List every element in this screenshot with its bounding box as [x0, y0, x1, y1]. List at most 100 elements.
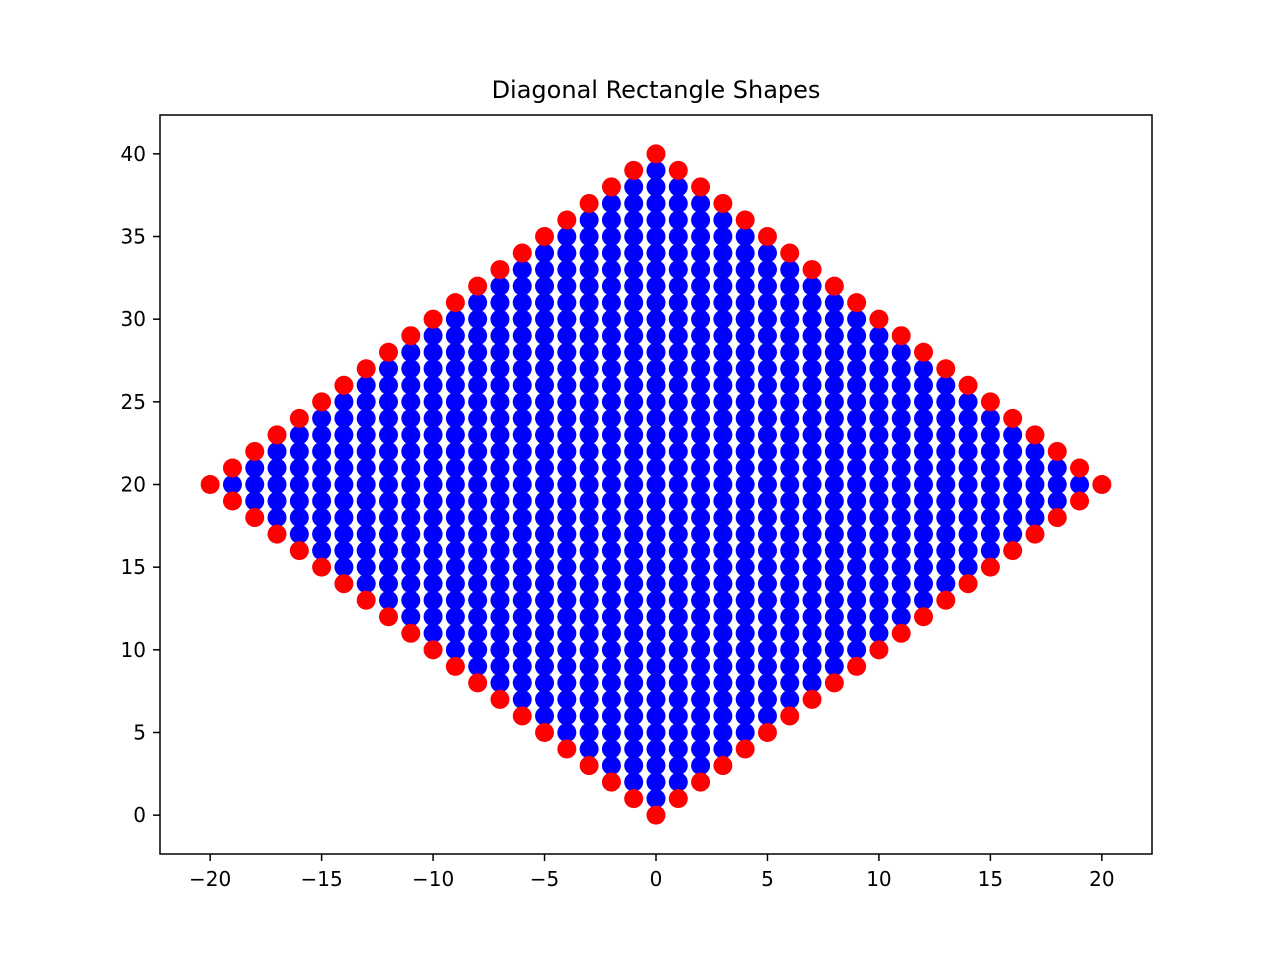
interior-point — [713, 508, 733, 528]
interior-point — [802, 557, 822, 577]
boundary-point — [267, 524, 287, 544]
interior-point — [646, 408, 666, 428]
interior-point — [891, 441, 911, 461]
interior-point — [668, 458, 688, 478]
interior-point — [735, 508, 755, 528]
interior-point — [468, 623, 488, 643]
interior-point — [1047, 475, 1067, 494]
interior-point — [579, 375, 599, 395]
interior-point — [557, 359, 577, 379]
boundary-point — [222, 458, 242, 478]
interior-point — [267, 508, 287, 528]
interior-point — [624, 260, 644, 280]
interior-point — [735, 392, 755, 412]
boundary-point — [802, 260, 822, 280]
interior-point — [735, 689, 755, 709]
interior-point — [735, 607, 755, 627]
interior-point — [1025, 508, 1045, 528]
interior-point — [557, 656, 577, 676]
interior-point — [847, 623, 867, 643]
interior-point — [378, 392, 398, 412]
interior-point — [691, 541, 711, 561]
interior-point — [445, 508, 465, 528]
interior-point — [423, 441, 443, 461]
interior-point — [557, 574, 577, 594]
interior-point — [668, 227, 688, 247]
interior-point — [735, 673, 755, 693]
boundary-point — [490, 689, 510, 709]
interior-point — [780, 293, 800, 313]
interior-point — [646, 524, 666, 544]
interior-point — [312, 425, 332, 445]
interior-point — [624, 590, 644, 610]
interior-point — [423, 342, 443, 362]
interior-point — [869, 524, 889, 544]
interior-point — [579, 425, 599, 445]
boundary-point — [713, 756, 733, 776]
interior-point — [624, 574, 644, 594]
boundary-point — [936, 590, 956, 610]
interior-point — [557, 508, 577, 528]
interior-point — [334, 458, 354, 478]
interior-point — [668, 557, 688, 577]
interior-point — [535, 243, 555, 263]
interior-point — [802, 276, 822, 296]
interior-point — [646, 739, 666, 759]
interior-point — [535, 607, 555, 627]
interior-point — [646, 276, 666, 296]
interior-point — [512, 309, 532, 329]
interior-point — [512, 689, 532, 709]
interior-point — [535, 656, 555, 676]
interior-point — [557, 722, 577, 742]
interior-point — [601, 574, 621, 594]
interior-point — [646, 359, 666, 379]
interior-point — [802, 342, 822, 362]
interior-point — [802, 326, 822, 346]
interior-point — [780, 640, 800, 660]
interior-point — [936, 557, 956, 577]
interior-point — [735, 590, 755, 610]
interior-point — [668, 623, 688, 643]
interior-point — [624, 607, 644, 627]
interior-point — [914, 590, 934, 610]
interior-point — [691, 276, 711, 296]
interior-point — [334, 408, 354, 428]
interior-point — [1003, 425, 1023, 445]
interior-point — [557, 293, 577, 313]
interior-point — [646, 673, 666, 693]
interior-point — [958, 491, 978, 511]
interior-point — [601, 656, 621, 676]
interior-point — [869, 607, 889, 627]
interior-point — [802, 640, 822, 660]
boundary-point — [289, 408, 309, 428]
interior-point — [512, 408, 532, 428]
interior-point — [535, 342, 555, 362]
interior-point — [579, 276, 599, 296]
interior-point — [557, 541, 577, 561]
interior-point — [824, 342, 844, 362]
interior-point — [713, 276, 733, 296]
interior-point — [713, 524, 733, 544]
interior-point — [757, 276, 777, 296]
interior-point — [668, 756, 688, 776]
interior-point — [601, 243, 621, 263]
interior-point — [936, 491, 956, 511]
boundary-point — [579, 193, 599, 213]
boundary-point — [601, 772, 621, 792]
interior-point — [579, 326, 599, 346]
interior-point — [423, 375, 443, 395]
interior-point — [824, 425, 844, 445]
interior-point — [624, 293, 644, 313]
interior-point — [646, 342, 666, 362]
interior-point — [914, 475, 934, 494]
interior-point — [646, 177, 666, 197]
boundary-point — [891, 623, 911, 643]
interior-point — [646, 772, 666, 792]
interior-point — [891, 475, 911, 494]
interior-point — [535, 640, 555, 660]
interior-point — [445, 491, 465, 511]
interior-point — [891, 359, 911, 379]
interior-point — [356, 574, 376, 594]
interior-point — [624, 375, 644, 395]
interior-point — [289, 441, 309, 461]
